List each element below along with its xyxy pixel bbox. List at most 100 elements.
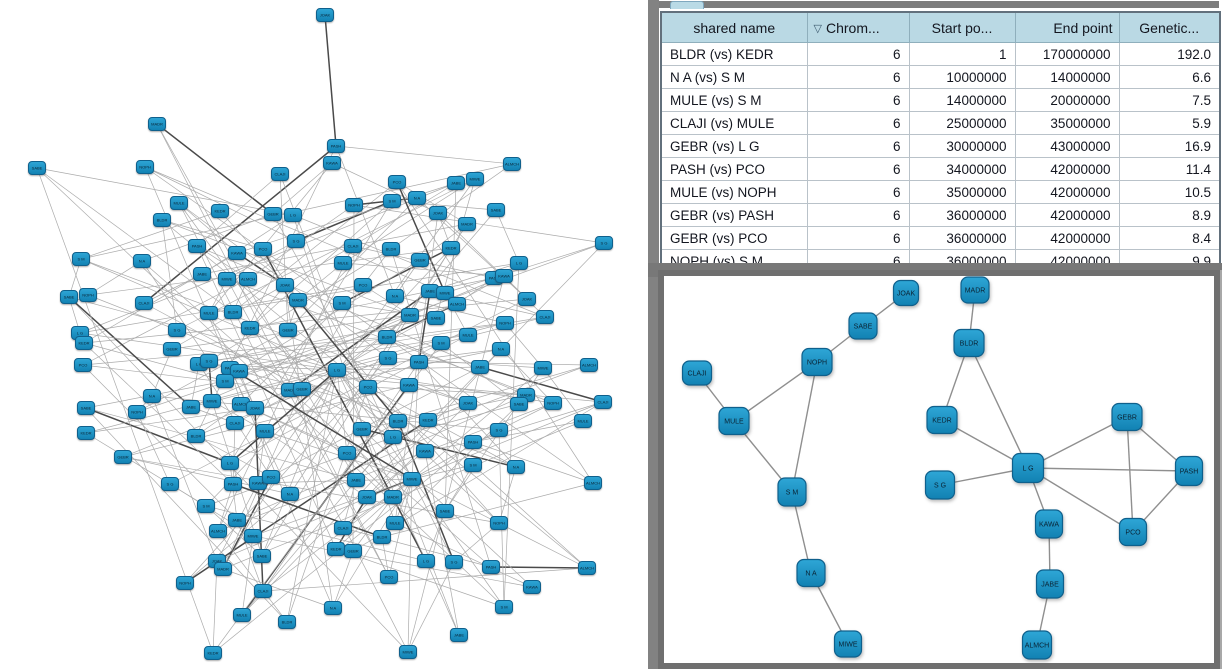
subnetwork-node-PASH[interactable]: PASH bbox=[1174, 455, 1204, 487]
network-node[interactable]: S M bbox=[432, 336, 450, 350]
network-node[interactable]: JOAK bbox=[358, 490, 376, 504]
network-node[interactable]: N A bbox=[143, 389, 161, 403]
network-edge[interactable] bbox=[336, 247, 452, 371]
cell-start-point[interactable]: 14000000 bbox=[908, 88, 1016, 112]
network-node[interactable]: N A bbox=[408, 191, 426, 205]
network-node[interactable]: KAWA bbox=[523, 580, 541, 594]
network-edge[interactable] bbox=[396, 181, 446, 294]
table-panel-tab[interactable] bbox=[670, 1, 704, 9]
network-node[interactable]: MULE bbox=[200, 306, 218, 320]
network-node[interactable]: CLAJI bbox=[536, 310, 554, 324]
network-node[interactable]: SABE bbox=[28, 161, 46, 175]
cell-genetic[interactable]: 7.5 bbox=[1118, 88, 1221, 112]
cell-end-point[interactable]: 20000000 bbox=[1014, 88, 1120, 112]
network-edge[interactable] bbox=[141, 260, 210, 362]
network-edge[interactable] bbox=[397, 364, 590, 422]
network-node[interactable]: ALMCH bbox=[584, 476, 602, 490]
network-edge[interactable] bbox=[222, 476, 272, 570]
network-edge[interactable] bbox=[335, 548, 505, 608]
network-node[interactable]: JABE bbox=[447, 176, 465, 190]
table-row[interactable]: GEBR (vs) PCO 6 36000000 42000000 8.4 bbox=[660, 226, 1221, 250]
table-row[interactable]: GEBR (vs) L G 6 30000000 43000000 16.9 bbox=[660, 134, 1221, 158]
network-node[interactable]: MIWE bbox=[403, 472, 421, 486]
network-node[interactable]: JOAK bbox=[518, 292, 536, 306]
network-edge[interactable] bbox=[397, 420, 455, 563]
network-node[interactable]: PCO bbox=[388, 175, 406, 189]
network-node[interactable]: JABE bbox=[228, 513, 246, 527]
network-node[interactable]: SABE bbox=[487, 203, 505, 217]
network-node[interactable]: NOPH bbox=[128, 405, 146, 419]
column-header-shared-name[interactable]: shared name bbox=[660, 11, 808, 43]
network-node[interactable]: KAWA bbox=[416, 444, 434, 458]
cell-end-point[interactable]: 170000000 bbox=[1014, 42, 1120, 66]
network-node[interactable]: PCO bbox=[74, 358, 92, 372]
network-edge[interactable] bbox=[178, 202, 409, 653]
cell-end-point[interactable]: 42000000 bbox=[1014, 226, 1120, 250]
network-edge[interactable] bbox=[82, 364, 291, 391]
network-node[interactable]: JOAK bbox=[276, 278, 294, 292]
network-edge[interactable] bbox=[136, 411, 171, 485]
network-edge[interactable] bbox=[151, 395, 218, 562]
cell-start-point[interactable]: 36000000 bbox=[908, 226, 1016, 250]
network-edge[interactable] bbox=[87, 294, 178, 331]
table-row[interactable]: CLAJI (vs) MULE 6 25000000 35000000 5.9 bbox=[660, 111, 1221, 135]
network-node[interactable]: ALMCH bbox=[209, 524, 227, 538]
cell-shared-name[interactable]: PASH (vs) PCO bbox=[660, 157, 808, 181]
network-node[interactable]: PASH bbox=[464, 435, 482, 449]
network-edge[interactable] bbox=[161, 219, 178, 331]
network-node[interactable]: PASH bbox=[188, 239, 206, 253]
cell-end-point[interactable]: 43000000 bbox=[1014, 134, 1120, 158]
network-edge[interactable] bbox=[472, 464, 588, 569]
network-node[interactable]: MULE bbox=[170, 196, 188, 210]
cell-genetic[interactable]: 8.4 bbox=[1118, 226, 1221, 250]
network-node[interactable]: S M bbox=[216, 374, 234, 388]
network-node[interactable]: PCO bbox=[359, 380, 377, 394]
subnetwork-node-NA[interactable]: N A bbox=[796, 558, 826, 588]
network-edge[interactable] bbox=[156, 123, 274, 215]
network-node[interactable]: S G bbox=[595, 236, 613, 250]
subnetwork-node-ALMCH[interactable]: ALMCH bbox=[1021, 630, 1053, 660]
network-edge[interactable] bbox=[83, 252, 238, 344]
network-node[interactable]: N A bbox=[492, 342, 510, 356]
table-row[interactable]: MULE (vs) S M 6 14000000 20000000 7.5 bbox=[660, 88, 1221, 112]
network-node[interactable]: L G bbox=[510, 256, 528, 270]
network-node[interactable]: KAWA bbox=[400, 378, 418, 392]
network-node[interactable]: L G bbox=[221, 456, 239, 470]
network-edge[interactable] bbox=[479, 366, 604, 403]
network-node[interactable]: GEBR bbox=[163, 342, 181, 356]
network-node[interactable]: JOAK bbox=[429, 206, 447, 220]
network-node[interactable]: MIWE bbox=[466, 172, 484, 186]
network-edge[interactable] bbox=[68, 296, 338, 371]
network-node[interactable]: ALMCH bbox=[580, 358, 598, 372]
network-node[interactable]: PASH bbox=[327, 139, 345, 153]
network-edge[interactable] bbox=[87, 260, 143, 296]
subnetwork-node-SM[interactable]: S M bbox=[777, 477, 807, 507]
network-node[interactable]: KAWA bbox=[323, 156, 341, 170]
network-edge[interactable] bbox=[394, 478, 413, 524]
network-node[interactable]: GEBR bbox=[411, 253, 429, 267]
cell-end-point[interactable]: 42000000 bbox=[1014, 180, 1120, 204]
network-edge[interactable] bbox=[205, 505, 263, 557]
network-edge[interactable] bbox=[411, 429, 500, 480]
network-edge[interactable] bbox=[503, 262, 520, 608]
network-node[interactable]: MULE bbox=[256, 424, 274, 438]
network-node[interactable]: GEBR bbox=[279, 323, 297, 337]
network-node[interactable]: PASH bbox=[482, 560, 500, 574]
network-edge[interactable] bbox=[352, 496, 394, 552]
subnetwork-node-LG[interactable]: L G bbox=[1011, 452, 1045, 484]
subnetwork-edge[interactable] bbox=[1027, 416, 1128, 469]
network-edge[interactable] bbox=[79, 332, 338, 371]
network-edge[interactable] bbox=[257, 178, 476, 484]
network-node[interactable]: L G bbox=[328, 363, 346, 377]
network-edge[interactable] bbox=[407, 561, 455, 653]
column-header-chromosome[interactable]: ▽ Chrom... bbox=[806, 11, 910, 43]
cell-genetic[interactable]: 192.0 bbox=[1118, 42, 1221, 66]
network-node[interactable]: MULE bbox=[233, 608, 251, 622]
cell-start-point[interactable]: 25000000 bbox=[908, 111, 1016, 135]
network-node[interactable]: L G bbox=[384, 430, 402, 444]
network-node[interactable]: L G bbox=[284, 208, 302, 222]
network-node[interactable]: CLAJI bbox=[271, 167, 289, 181]
network-edge[interactable] bbox=[144, 166, 446, 294]
network-edge[interactable] bbox=[261, 369, 338, 557]
network-node[interactable]: CLAJI bbox=[254, 584, 272, 598]
